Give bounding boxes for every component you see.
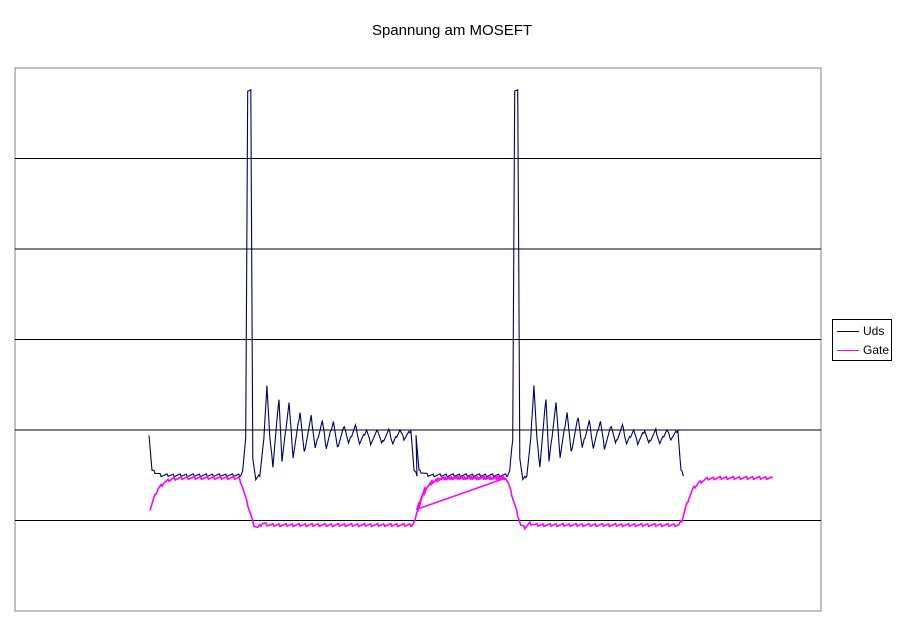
legend-swatch-uds <box>837 330 859 332</box>
legend: Uds Gate <box>832 319 892 361</box>
legend-label-uds: Uds <box>863 324 885 338</box>
chart-title: Spannung am MOSEFT <box>371 22 533 39</box>
gridlines <box>15 158 821 521</box>
legend-swatch-gate <box>837 349 859 351</box>
legend-item-gate: Gate <box>837 342 889 358</box>
series-line-gate <box>149 475 774 531</box>
legend-label-gate: Gate <box>863 343 890 357</box>
series-line-uds <box>148 88 685 482</box>
legend-item-uds: Uds <box>837 323 884 339</box>
series-lines <box>148 88 774 531</box>
